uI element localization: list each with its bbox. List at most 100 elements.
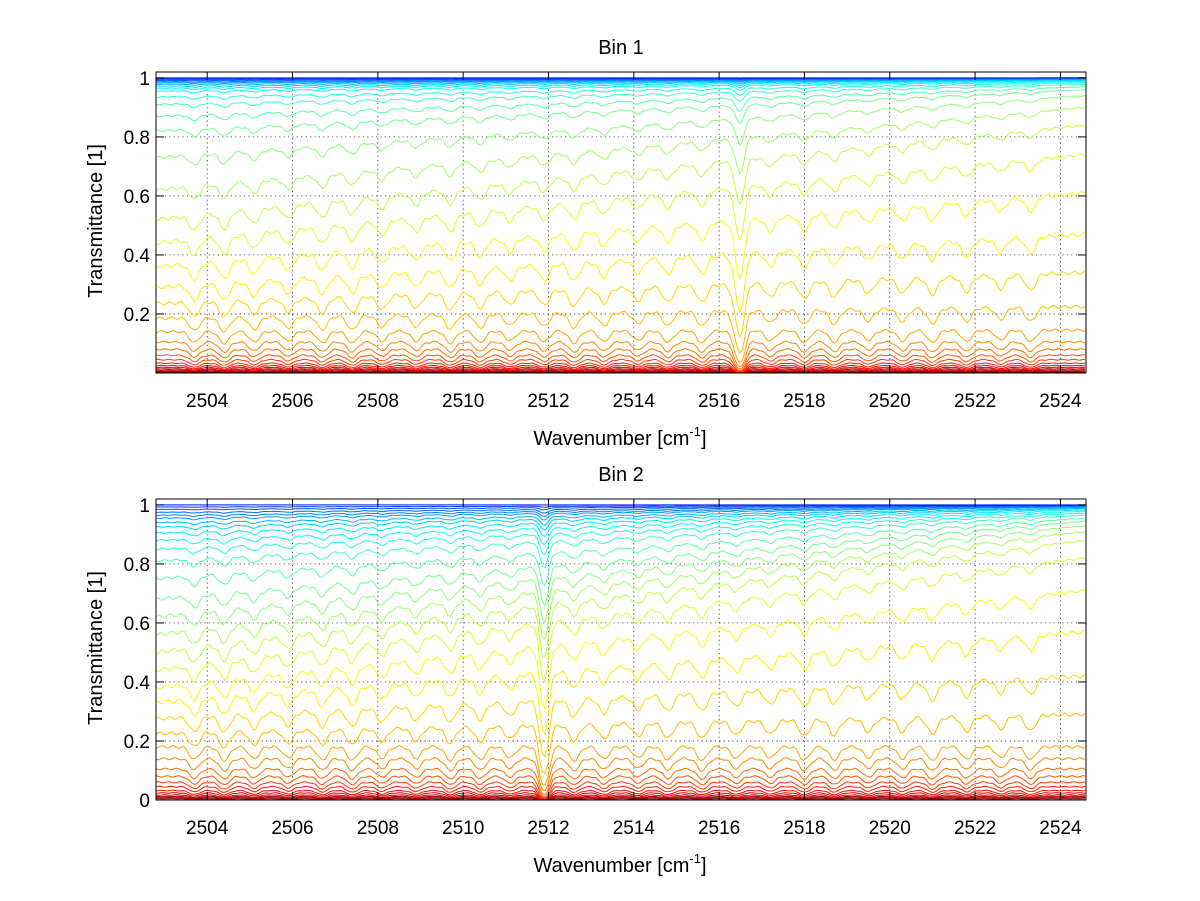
spectrum-series-line: [155, 524, 1086, 626]
spectrum-series-line: [155, 340, 1086, 368]
x-tick-label: 2510: [442, 391, 484, 412]
y-axis-label: Transmittance [1]: [85, 144, 107, 298]
y-tick-label: 1: [139, 69, 150, 90]
spectrum-series-line: [155, 673, 1086, 758]
x-tick-label: 2518: [783, 818, 825, 839]
spectrum-series-line: [155, 153, 1086, 257]
chart-title: Bin 1: [598, 37, 644, 59]
y-tick-label: 0.8: [124, 555, 150, 576]
spectrum-series-line: [155, 507, 1086, 526]
x-tick-label: 2514: [613, 818, 656, 839]
spectrum-series-line: [155, 364, 1086, 374]
spectrum-series-line: [155, 506, 1086, 521]
spectrum-series-line: [155, 83, 1086, 109]
spectrum-series-line: [155, 106, 1086, 200]
spectrum-series-line: [155, 557, 1086, 683]
spectrum-series-line: [155, 795, 1086, 801]
y-tick-label: 0.6: [124, 614, 150, 635]
spectrum-series-line: [155, 794, 1086, 801]
spectrum-series-line: [156, 79, 1086, 88]
spectrum-series-line: [155, 540, 1086, 663]
x-tick-label: 2522: [954, 818, 996, 839]
y-tick-label: 0.6: [124, 187, 150, 208]
y-tick-label: 0.2: [124, 305, 150, 326]
spectrum-series-line: [155, 348, 1086, 370]
spectrum-series-line: [155, 369, 1086, 374]
x-tick-label: 2506: [271, 818, 313, 839]
spectrum-series-line: [155, 775, 1086, 798]
spectrum-series-line: [155, 510, 1086, 545]
x-axis-label: Wavenumber [cm-1]: [533, 424, 706, 450]
spectrum-series-line: [155, 744, 1086, 787]
spectrum-series-line: [155, 81, 1086, 94]
spectrum-series-line: [156, 370, 1086, 374]
series-group: [155, 77, 1086, 374]
plot-area-frame: [155, 498, 1087, 801]
spectrum-series-line: [155, 362, 1086, 373]
grid: [156, 72, 1086, 373]
x-axis-ticks: 2504 2506 2508 2510 2512 2514 2516 2518 2520 2522…: [186, 72, 1082, 412]
chart-bin-1: Bin 1 2504 2506 2508 2510 2512 2514 2516 2518 25…: [85, 37, 1087, 450]
y-tick-label: 0.8: [124, 128, 150, 149]
spectrum-series-line: [155, 89, 1086, 138]
x-tick-label: 2512: [527, 818, 569, 839]
spectrum-series-line: [155, 630, 1086, 736]
spectrum-series-line: [155, 789, 1086, 800]
series-group: [155, 504, 1086, 801]
x-tick-label: 2508: [357, 391, 399, 412]
x-tick-label: 2504: [186, 818, 229, 839]
spectrum-series-line: [155, 520, 1086, 609]
x-tick-label: 2524: [1039, 818, 1082, 839]
spectrum-series-line: [155, 124, 1086, 231]
spectrum-series-line: [155, 270, 1086, 338]
spectrum-series-line: [155, 756, 1086, 792]
x-tick-label: 2512: [527, 391, 569, 412]
spectrum-series-line: [155, 588, 1086, 710]
chart-title: Bin 2: [598, 464, 644, 486]
spectrum-series-line: [155, 508, 1086, 531]
y-tick-label: 0.4: [124, 673, 151, 694]
spectrum-series-line: [155, 512, 1086, 555]
spectrum-series-line: [155, 712, 1086, 775]
spectrum-series-line: [155, 82, 1086, 101]
x-tick-label: 2510: [442, 818, 484, 839]
spectrum-series-line: [155, 354, 1086, 372]
spectrum-series-line: [155, 304, 1086, 354]
spectrum-series-line: [155, 505, 1086, 511]
spectrum-series-line: [155, 505, 1086, 514]
y-axis-ticks: 0 0.2 0.4 0.6 0.8 1: [124, 496, 1086, 812]
y-axis-label: Transmittance [1]: [85, 571, 107, 725]
spectrum-series-line: [156, 504, 1086, 508]
spectrum-series-line: [155, 531, 1086, 645]
spectrum-series-line: [156, 792, 1086, 801]
spectrum-series-line: [155, 232, 1086, 314]
spectrum-series-line: [155, 509, 1086, 537]
x-tick-label: 2506: [271, 391, 313, 412]
x-tick-label: 2504: [186, 391, 229, 412]
x-axis-ticks: 2504 2506 2508 2510 2512 2514 2516 2518 2520 2522…: [186, 499, 1082, 839]
spectrum-series-line: [155, 191, 1086, 282]
spectrum-series-line: [155, 80, 1086, 91]
x-tick-label: 2522: [954, 391, 996, 412]
y-tick-label: 0.4: [124, 246, 151, 267]
x-tick-label: 2516: [698, 391, 740, 412]
chart-bin-2: Bin 2 2504 2506 2508 2510 2512 2514 2516 2518 25…: [85, 464, 1087, 877]
x-tick-label: 2508: [357, 818, 399, 839]
spectrum-series-line: [155, 94, 1086, 166]
x-tick-label: 2520: [869, 391, 911, 412]
x-tick-label: 2524: [1039, 391, 1082, 412]
y-tick-label: 0.2: [124, 732, 150, 753]
x-tick-label: 2520: [869, 818, 911, 839]
y-axis-ticks: 0.2 0.4 0.6 0.8 1: [124, 69, 1086, 326]
spectrum-series-line: [155, 366, 1086, 374]
x-tick-label: 2518: [783, 391, 825, 412]
spectrum-series-line: [155, 767, 1086, 796]
spectrum-series-line: [155, 785, 1086, 800]
grid: [156, 499, 1086, 800]
spectrum-series-line: [156, 796, 1086, 801]
spectrum-series-line: [155, 781, 1086, 799]
x-axis-label: Wavenumber [cm-1]: [533, 851, 706, 877]
spectrum-series-line: [155, 517, 1086, 588]
y-tick-label: 1: [139, 496, 150, 517]
